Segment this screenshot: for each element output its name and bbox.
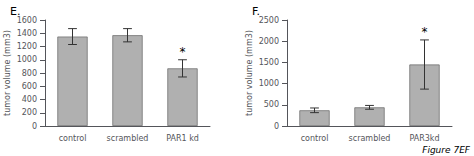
svg-text:Figure 7EF: Figure 7EF <box>422 145 471 155</box>
svg-text:500: 500 <box>264 100 279 109</box>
svg-text:*: * <box>180 45 186 59</box>
svg-text:PAR3kd: PAR3kd <box>409 134 439 143</box>
svg-text:tumor volume (mm3): tumor volume (mm3) <box>3 30 12 116</box>
svg-text:control: control <box>301 134 329 143</box>
svg-text:1200: 1200 <box>17 42 37 51</box>
svg-text:F.: F. <box>252 5 260 18</box>
svg-text:1600: 1600 <box>16 15 37 25</box>
svg-text:0: 0 <box>32 122 37 131</box>
svg-text:control: control <box>59 134 87 143</box>
svg-text:1000: 1000 <box>259 79 279 88</box>
svg-text:1400: 1400 <box>17 29 37 38</box>
svg-text:scrambled: scrambled <box>349 134 391 143</box>
svg-text:1000: 1000 <box>17 55 37 64</box>
svg-text:800: 800 <box>22 69 37 78</box>
svg-text:scrambled: scrambled <box>107 134 149 143</box>
svg-text:E.: E. <box>10 5 20 18</box>
svg-text:1500: 1500 <box>259 58 279 67</box>
svg-text:0: 0 <box>274 122 279 131</box>
svg-text:tumor volume (mm3): tumor volume (mm3) <box>245 30 254 116</box>
svg-text:*: * <box>422 25 428 39</box>
svg-text:400: 400 <box>22 95 37 104</box>
svg-text:2000: 2000 <box>259 37 279 46</box>
svg-text:200: 200 <box>22 108 37 117</box>
svg-text:PAR1 kd: PAR1 kd <box>166 134 199 143</box>
svg-text:600: 600 <box>22 82 37 91</box>
svg-text:2500: 2500 <box>259 16 279 25</box>
